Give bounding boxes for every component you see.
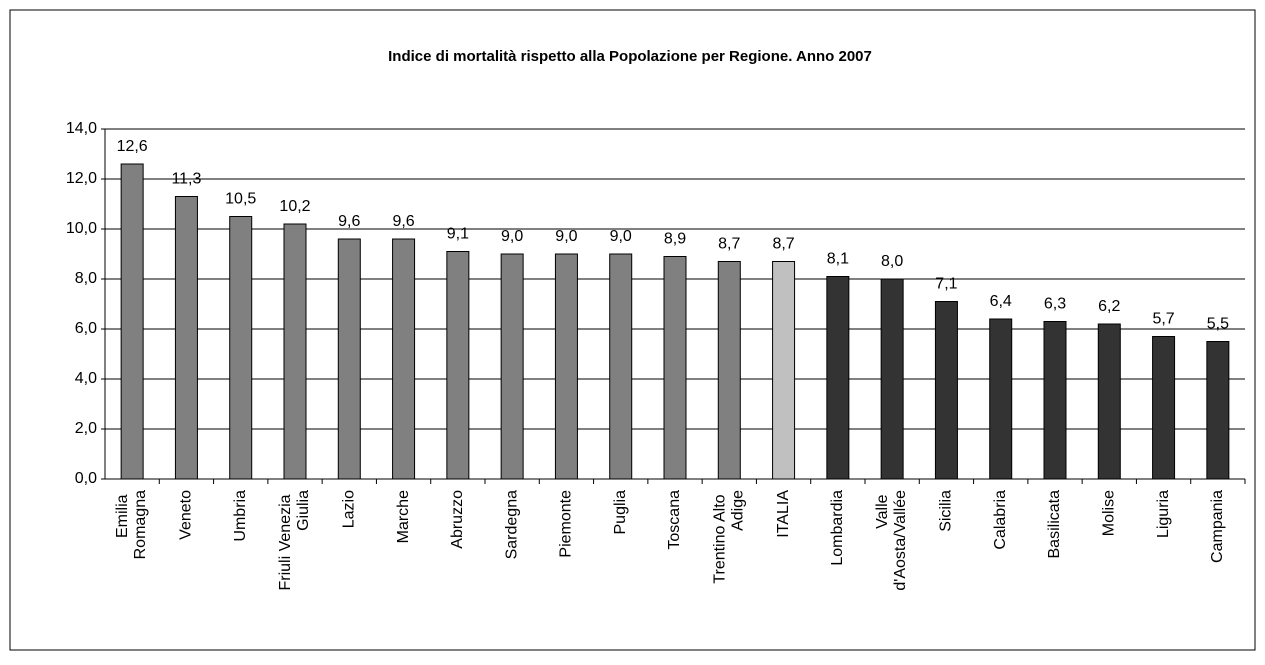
value-label: 9,0 bbox=[610, 228, 632, 245]
value-label: 9,6 bbox=[338, 213, 360, 230]
value-label: 8,1 bbox=[827, 251, 849, 268]
bar bbox=[1152, 336, 1176, 480]
bar bbox=[772, 261, 796, 480]
value-label: 9,0 bbox=[501, 228, 523, 245]
value-label: 5,5 bbox=[1207, 316, 1229, 333]
value-label: 8,9 bbox=[664, 231, 686, 248]
y-tick-label: 2,0 bbox=[75, 420, 97, 437]
bar bbox=[989, 318, 1013, 480]
x-tick-label: Marche bbox=[395, 490, 412, 543]
bar bbox=[717, 261, 741, 480]
value-label: 6,3 bbox=[1044, 296, 1066, 313]
value-label: 10,5 bbox=[225, 191, 256, 208]
value-label: 7,1 bbox=[935, 276, 957, 293]
y-tick-label: 10,0 bbox=[66, 220, 97, 237]
bar bbox=[880, 278, 904, 480]
y-tick-label: 6,0 bbox=[75, 320, 97, 337]
x-tick-label: Valle d'Aosta/Vallée bbox=[874, 490, 909, 591]
x-tick-label: Veneto bbox=[178, 490, 195, 540]
x-tick-label: Basilicata bbox=[1046, 490, 1063, 559]
x-tick-label: Emilia Romagna bbox=[114, 490, 149, 559]
x-tick-label-line: Friuli Venezia bbox=[277, 490, 294, 591]
value-label: 9,1 bbox=[447, 226, 469, 243]
x-tick-label: Toscana bbox=[666, 490, 683, 550]
y-tick-label: 0,0 bbox=[75, 470, 97, 487]
bar bbox=[283, 223, 307, 480]
value-label: 12,6 bbox=[117, 138, 148, 155]
x-tick-label: Friuli Venezia Giulia bbox=[277, 490, 312, 591]
x-tick-label: Puglia bbox=[612, 490, 629, 535]
x-tick-label: Molise bbox=[1101, 490, 1118, 536]
x-tick-label-line: Valle bbox=[874, 490, 891, 529]
value-label: 6,4 bbox=[990, 293, 1012, 310]
value-label: 10,2 bbox=[279, 198, 310, 215]
value-label: 6,2 bbox=[1098, 298, 1120, 315]
bar bbox=[1206, 341, 1230, 480]
bar bbox=[392, 238, 416, 480]
bar bbox=[934, 301, 958, 480]
bar bbox=[663, 256, 687, 480]
bar bbox=[826, 276, 850, 480]
x-tick-label: Lombardia bbox=[829, 490, 846, 566]
x-tick-label: Campania bbox=[1209, 490, 1226, 563]
y-tick-label: 12,0 bbox=[66, 170, 97, 187]
value-label: 8,7 bbox=[772, 236, 794, 253]
bar bbox=[337, 238, 361, 480]
x-tick-label-line: Trentino Alto bbox=[712, 490, 729, 584]
value-label: 9,0 bbox=[555, 228, 577, 245]
y-tick-label: 14,0 bbox=[66, 120, 97, 137]
x-tick-label: Sardegna bbox=[503, 490, 520, 559]
x-tick-label: Sicilia bbox=[938, 490, 955, 532]
value-label: 8,0 bbox=[881, 253, 903, 270]
x-tick-label: Liguria bbox=[1155, 490, 1172, 538]
x-tick-label-line: Giulia bbox=[295, 490, 312, 531]
chart-title: Indice di mortalità rispetto alla Popola… bbox=[388, 48, 872, 65]
bar bbox=[174, 196, 198, 480]
x-tick-label-line: Adige bbox=[730, 490, 747, 531]
bar bbox=[609, 253, 633, 480]
x-tick-label-line: Emilia bbox=[114, 490, 131, 538]
x-tick-label-line: Romagna bbox=[132, 490, 149, 559]
x-tick-label: Lazio bbox=[341, 490, 358, 528]
value-label: 9,6 bbox=[392, 213, 414, 230]
bar bbox=[1043, 321, 1067, 480]
bar bbox=[500, 253, 524, 480]
bar bbox=[554, 253, 578, 480]
bar bbox=[120, 163, 144, 480]
x-tick-label: Trentino Alto Adige bbox=[712, 490, 747, 584]
x-tick-label: ITALIA bbox=[775, 490, 792, 538]
bar bbox=[229, 216, 253, 480]
value-label: 11,3 bbox=[171, 171, 201, 188]
y-tick-label: 4,0 bbox=[75, 370, 97, 387]
y-tick-label: 8,0 bbox=[75, 270, 97, 287]
x-tick-label: Piemonte bbox=[558, 490, 575, 558]
value-label: 5,7 bbox=[1152, 311, 1174, 328]
x-tick-label: Umbria bbox=[232, 490, 249, 542]
x-tick-label-line: d'Aosta/Vallée bbox=[892, 490, 909, 591]
value-label: 8,7 bbox=[718, 236, 740, 253]
bar bbox=[446, 251, 470, 480]
bar bbox=[1097, 323, 1121, 480]
x-tick-label: Abruzzo bbox=[449, 490, 466, 549]
x-tick-label: Calabria bbox=[992, 490, 1009, 550]
